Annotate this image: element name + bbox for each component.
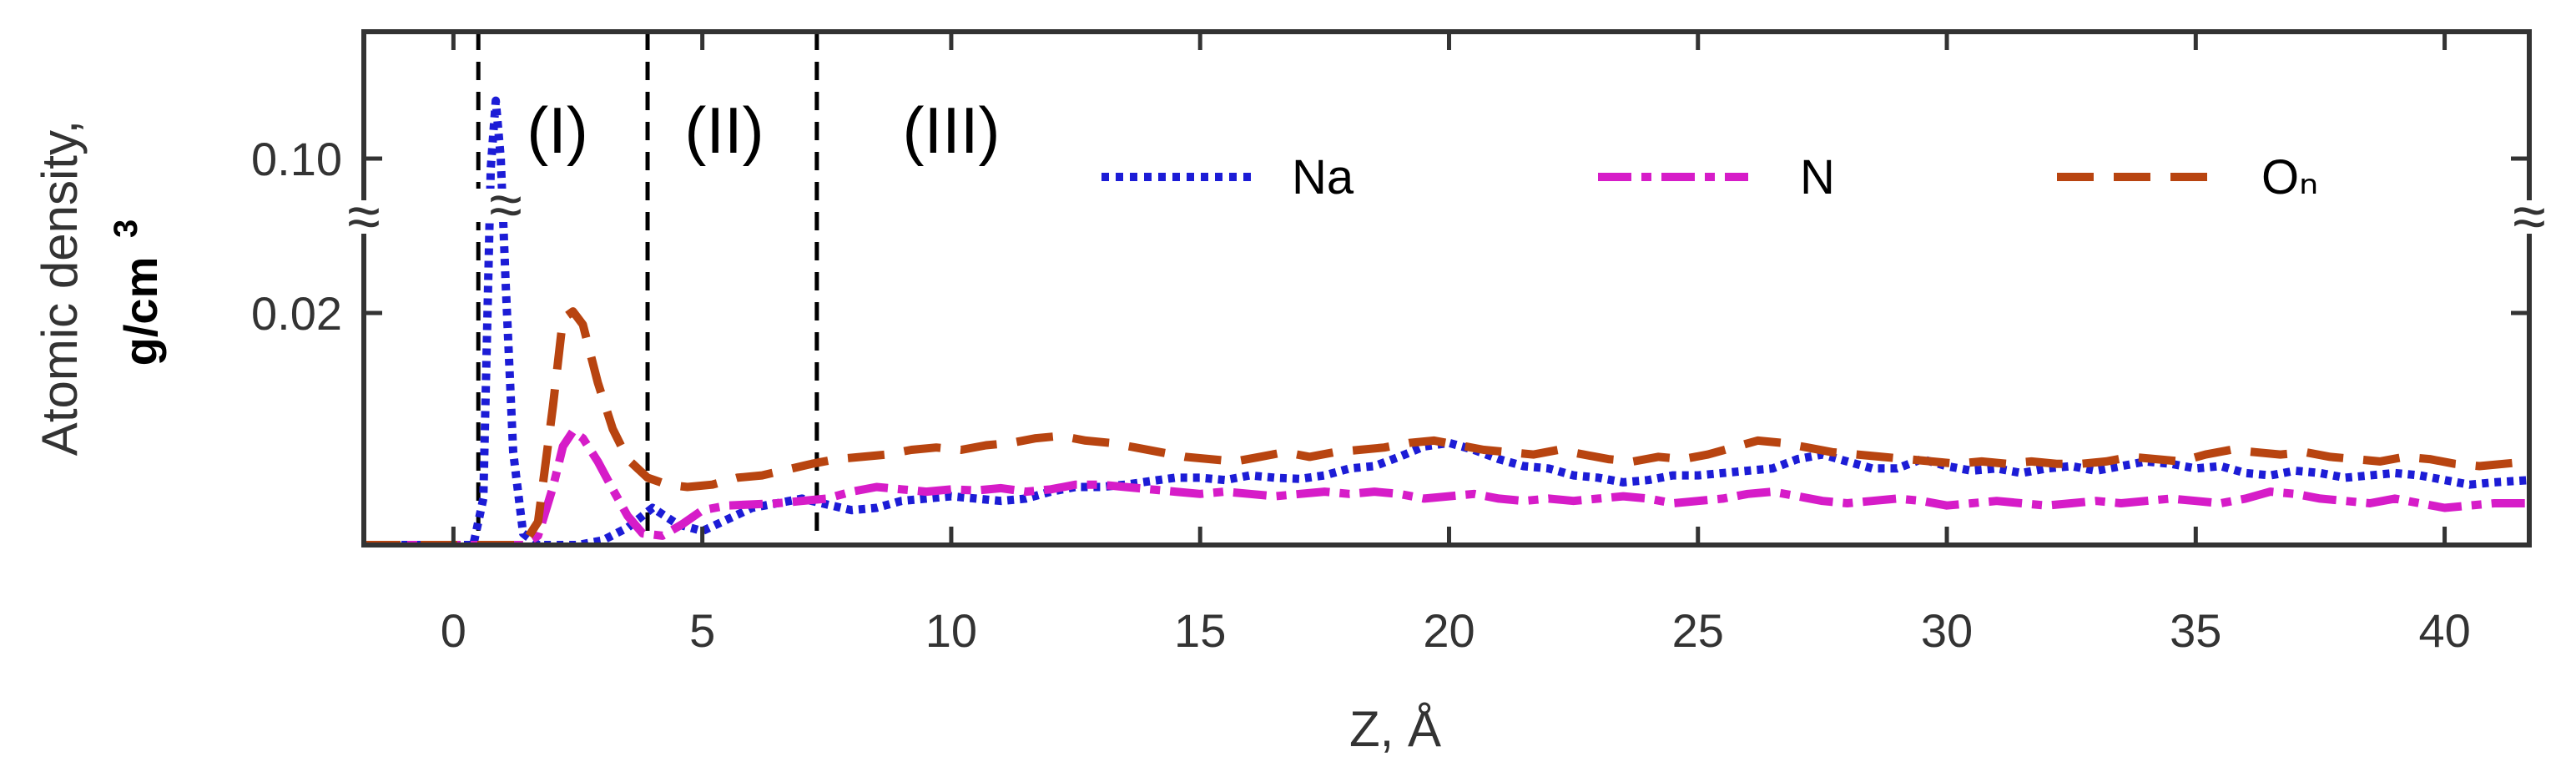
axis-break-gap-2: [476, 189, 537, 222]
region-label-i: (I): [527, 93, 588, 167]
y-axis-title-line1: Atomic density,: [32, 120, 88, 456]
x-tick-label-0: 0: [441, 604, 466, 657]
series-line-0: [364, 96, 2529, 545]
x-tick-label-4: 20: [1423, 604, 1475, 657]
legend: Na N Oₙ: [1101, 150, 2318, 204]
x-tick-label-1: 5: [689, 604, 715, 657]
region-label-iii: (III): [903, 93, 1001, 167]
x-tick-label-8: 40: [2418, 604, 2470, 657]
x-tick-label-6: 30: [1921, 604, 1973, 657]
x-tick-label-2: 10: [925, 604, 977, 657]
region-label-ii: (II): [684, 93, 764, 167]
legend-label-na: Na: [1292, 150, 1354, 204]
axis-break-gap-0: [334, 200, 394, 234]
y-tick-labels: 0.10 0.02: [251, 133, 342, 340]
axis-ticks: [364, 32, 2529, 545]
x-tick-label-7: 35: [2170, 604, 2221, 657]
legend-label-n: N: [1800, 150, 1835, 204]
axis-break-mark-1: ≈: [2513, 184, 2546, 250]
x-axis-title: Z, Å: [1349, 701, 1441, 757]
y-axis-title-exponent: 3: [108, 220, 144, 238]
y-tick-label-1: 0.02: [251, 287, 342, 340]
y-tick-label-0: 0.10: [251, 133, 342, 185]
y-axis-title-unit: g/cm: [114, 257, 167, 366]
series-line-1: [364, 426, 2529, 545]
axis-break-gap-1: [2499, 200, 2559, 234]
legend-label-on: Oₙ: [2261, 150, 2318, 204]
x-tick-label-5: 25: [1672, 604, 1724, 657]
x-tick-label-3: 15: [1174, 604, 1226, 657]
plot-frame: [361, 29, 2532, 547]
axis-break-mark-0: ≈: [347, 184, 381, 250]
x-tick-labels: 0 5 10 15 20 25 30 35 40: [441, 604, 2471, 657]
axis-break-marks: ≈ ≈ ≈: [334, 172, 2559, 250]
series-layer: [364, 96, 2529, 545]
axis-break-mark-2: ≈: [489, 172, 522, 239]
series-line-2: [364, 307, 2529, 545]
